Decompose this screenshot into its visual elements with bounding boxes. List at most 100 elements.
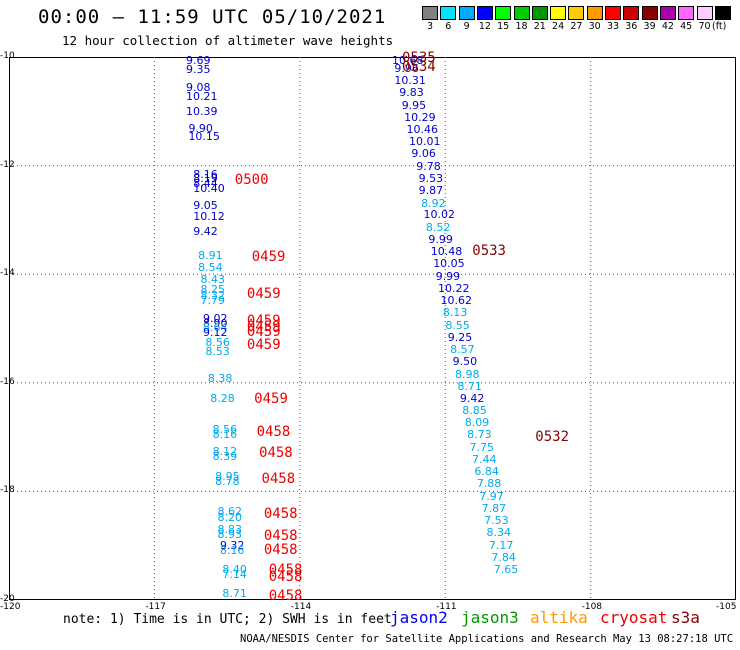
wave-height-value: 8.16 — [212, 427, 238, 441]
colorbar-label: 39 — [643, 21, 656, 32]
colorbar-swatch — [586, 6, 603, 20]
wave-height-value: 10.15 — [188, 129, 220, 143]
pass-time-label: 0458 — [261, 470, 296, 487]
wave-height-value: 8.90 — [202, 317, 228, 331]
colorbar-swatch — [458, 6, 475, 20]
colorbar-label: 70 — [698, 21, 711, 32]
colorbar-label: 21 — [533, 21, 546, 32]
lat-tick-label: -10 — [0, 51, 15, 61]
colorbar-swatch — [678, 6, 695, 20]
colorbar-swatch — [605, 6, 621, 20]
colorbar-swatch — [659, 6, 676, 20]
wave-height-value: 7.97 — [479, 489, 504, 503]
colorbar-label: 45 — [680, 21, 693, 32]
pass-time-label: 0458 — [263, 527, 298, 544]
wave-height-value: 7.65 — [493, 563, 519, 577]
pass-time-label: 0458 — [268, 568, 303, 585]
wave-height-value: 10.05 — [433, 257, 465, 271]
wave-height-value: 8.12 — [212, 444, 238, 458]
wave-height-value: 9.99 — [428, 232, 453, 246]
lon-tick-label: -120 — [0, 602, 21, 612]
lat-tick-label: -12 — [0, 159, 15, 170]
wave-height-value: 8.25 — [200, 283, 226, 297]
colorbar-label: 27 — [570, 21, 583, 32]
wave-height-value: 7.53 — [484, 514, 509, 528]
pass-time-label: 0500 — [234, 172, 269, 189]
legend-item-altika: altika — [530, 608, 588, 627]
colorbar-swatch — [531, 6, 548, 20]
wave-height-value: 7.75 — [469, 440, 495, 454]
wave-height-value: 7.79 — [200, 293, 226, 307]
wave-height-value: 7.17 — [488, 538, 514, 552]
note-text: note: 1) Time is in UTC; 2) SWH is in fe… — [63, 612, 392, 627]
wave-height-value: 10.68 — [392, 53, 424, 67]
lon-tick-label: -114 — [290, 602, 312, 612]
lat-tick-label: -18 — [0, 485, 15, 496]
lon-tick-label: -111 — [436, 602, 457, 612]
colorbar-swatch — [550, 6, 567, 20]
wave-height-value: 8.93 — [217, 527, 243, 541]
chart-subtitle: 12 hour collection of altimeter wave hei… — [62, 33, 394, 48]
colorbar-swatch — [476, 6, 493, 20]
wave-height-value: 10.12 — [193, 210, 225, 224]
wave-height-value: 8.54 — [198, 261, 223, 275]
colorbar-label: 24 — [552, 21, 565, 32]
lon-tick-label: -117 — [145, 602, 166, 612]
legend-item-jason3: jason3 — [461, 608, 519, 627]
wave-height-value: 8.64 — [202, 321, 228, 335]
wave-height-value: 9.42 — [459, 392, 485, 405]
colorbar-label: 9 — [463, 21, 470, 32]
lon-tick-label: -108 — [581, 602, 603, 612]
wave-height-value: 8.19 — [193, 172, 218, 186]
wave-height-value: 7.84 — [491, 550, 516, 564]
wave-height-value: 8.40 — [222, 563, 247, 577]
wave-height-value: 8.71 — [457, 379, 482, 393]
colorbar-label: 3 — [426, 21, 434, 32]
wave-height-value: 8.13 — [442, 306, 468, 320]
wave-height-value: 8.98 — [455, 367, 480, 381]
wave-height-value: 9.05 — [193, 199, 218, 213]
wave-height-value: 10.39 — [186, 105, 218, 119]
colorbar-label: 6 — [445, 21, 452, 32]
wave-height-value: 9.95 — [401, 98, 427, 112]
colorbar-label: 42 — [661, 21, 674, 32]
wave-height-value: 6.84 — [474, 465, 499, 479]
wave-height-value: 8.16 — [193, 167, 218, 181]
pass-time-label: 0458 — [268, 587, 303, 604]
wave-height-value: 8.57 — [450, 343, 475, 357]
wave-height-value: 10.48 — [430, 245, 463, 259]
pass-time-label: 0458 — [263, 541, 298, 558]
colorbar-swatch — [714, 6, 731, 20]
wave-height-value: 9.78 — [416, 159, 441, 173]
pass-time-label: 0459 — [246, 313, 281, 330]
wave-height-value: 9.69 — [186, 53, 211, 67]
wave-height-value: 8.34 — [486, 526, 512, 540]
wave-height-value: 9.08 — [186, 80, 211, 94]
wave-height-value: 8.71 — [222, 586, 247, 600]
wave-height-value: 8.38 — [207, 372, 233, 386]
wave-height-value: 9.42 — [193, 224, 218, 238]
legend-item-s3a: s3a — [671, 608, 700, 627]
wave-height-value: 10.21 — [186, 90, 218, 104]
wave-height-value: 9.50 — [452, 355, 478, 369]
wave-height-value: 7.44 — [471, 452, 497, 466]
wave-height-value: 7.87 — [481, 501, 507, 515]
pass-time-label: 0458 — [268, 562, 303, 579]
colorbar-label: 33 — [606, 21, 620, 32]
wave-height-value: 9.06 — [411, 147, 436, 161]
chart-title: 00:00 – 11:59 UTC 05/10/2021 — [38, 6, 387, 28]
wave-height-value: 7.14 — [222, 568, 247, 582]
wave-height-value: 8.91 — [198, 249, 223, 263]
colorbar-label: 30 — [588, 21, 601, 32]
wave-height-value: 9.35 — [186, 62, 211, 76]
wave-height-value: 8.39 — [212, 449, 238, 463]
colorbar-swatch — [422, 6, 438, 20]
lat-tick-label: -16 — [0, 376, 15, 387]
wave-height-value: 8.16 — [219, 544, 245, 558]
pass-time-label: 0459 — [246, 336, 281, 353]
wave-height-value: 10.62 — [440, 294, 472, 308]
pass-time-label: 0458 — [259, 445, 293, 462]
legend-item-cryosat: cryosat — [600, 608, 668, 627]
plot-frame — [9, 57, 736, 600]
wave-height-value: 9.02 — [202, 311, 228, 325]
